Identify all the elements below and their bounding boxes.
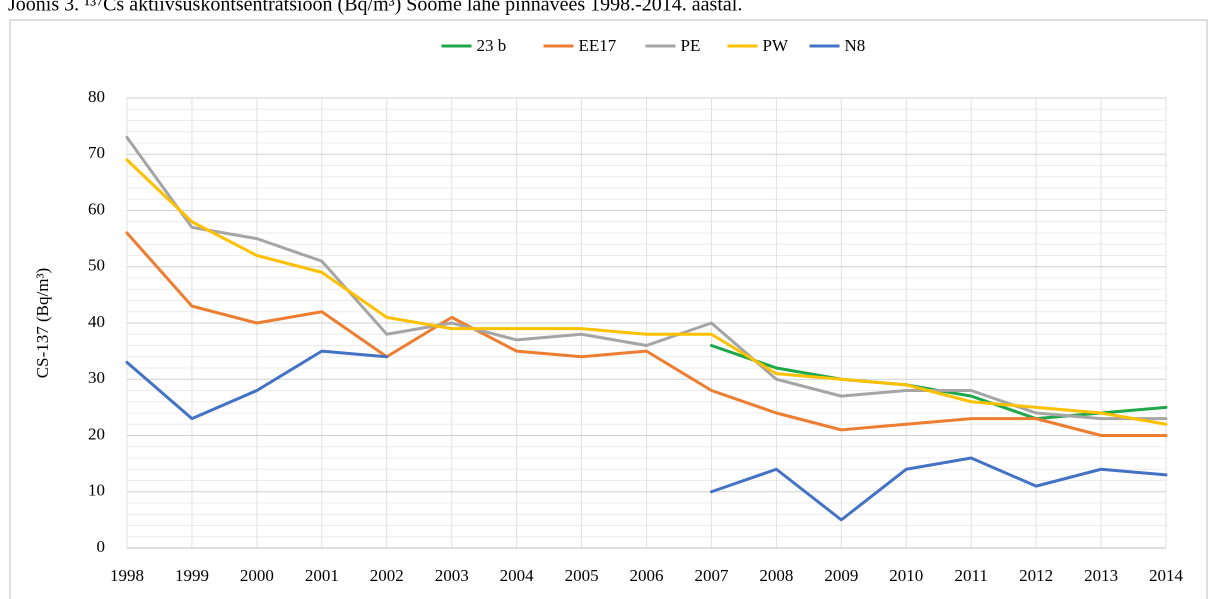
x-tick-label: 2013 — [1084, 566, 1118, 585]
y-tick-label: 60 — [88, 199, 105, 218]
chart-title: Joonis 3. ¹³⁷Cs aktiivsuskontsentratsioo… — [8, 0, 742, 16]
x-tick-label: 2004 — [500, 566, 535, 585]
x-tick-label: 2000 — [240, 566, 274, 585]
y-tick-label: 80 — [88, 87, 105, 106]
legend-label: EE17 — [579, 36, 617, 55]
x-tick-label: 2014 — [1149, 566, 1184, 585]
series-line — [125, 135, 1168, 421]
y-tick-label: 10 — [88, 481, 105, 500]
x-tick-label: 2006 — [630, 566, 664, 585]
legend-label: PW — [763, 36, 789, 55]
y-tick-label: 0 — [97, 537, 106, 556]
y-axis-label: CS-137 (Bq/m³) — [33, 268, 52, 378]
x-tick-label: 2009 — [824, 566, 858, 585]
series-line — [125, 158, 1168, 426]
x-tick-label: 2003 — [435, 566, 469, 585]
y-tick-label: 40 — [88, 312, 105, 331]
series-line — [125, 349, 1168, 522]
x-tick-label: 1998 — [110, 566, 144, 585]
x-tick-label: 2002 — [370, 566, 404, 585]
y-tick-label: 20 — [88, 424, 105, 443]
legend-label: N8 — [845, 36, 866, 55]
x-tick-label: 2005 — [565, 566, 599, 585]
series-line — [125, 231, 1168, 437]
x-tick-label: 2010 — [889, 566, 923, 585]
x-tick-label: 2011 — [955, 566, 988, 585]
x-tick-label: 2012 — [1019, 566, 1053, 585]
x-tick-label: 2001 — [305, 566, 339, 585]
y-tick-label: 70 — [88, 143, 105, 162]
chart-frame — [9, 19, 1208, 599]
y-tick-label: 50 — [88, 256, 105, 275]
x-tick-label: 2008 — [759, 566, 793, 585]
legend-label: 23 b — [477, 36, 507, 55]
x-tick-label: 1999 — [175, 566, 209, 585]
legend-label: PE — [681, 36, 701, 55]
y-tick-label: 30 — [88, 368, 105, 387]
x-tick-label: 2007 — [694, 566, 729, 585]
